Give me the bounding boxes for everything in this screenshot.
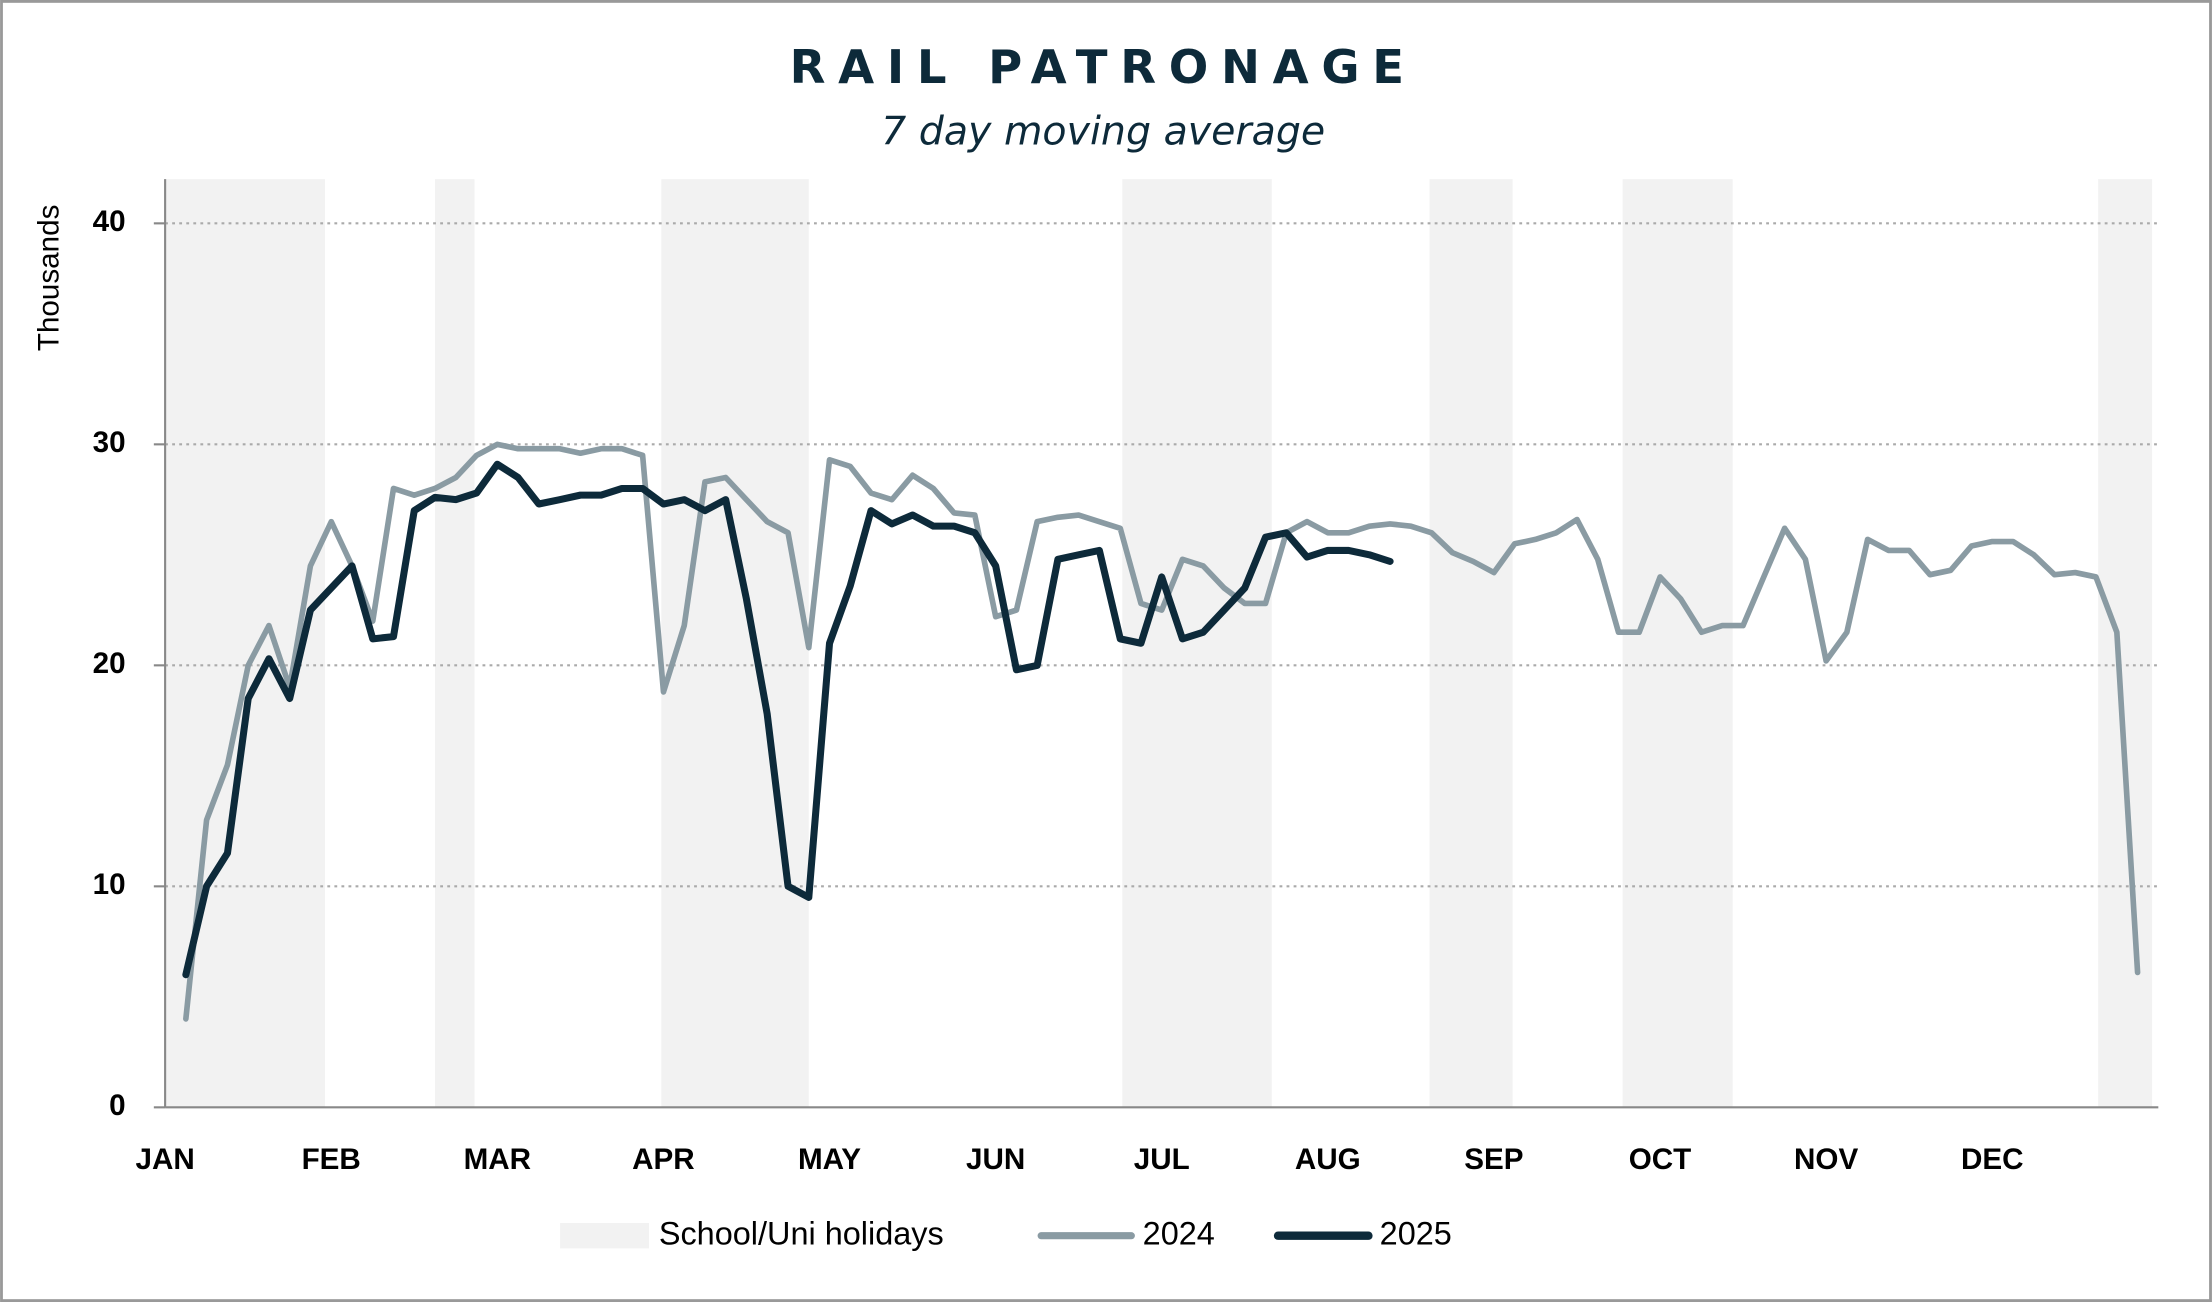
holiday-band [2098,179,2153,1108]
y-tick-label: 0 [109,1089,125,1122]
series-line [183,441,2141,1022]
x-tick-label: MAR [464,1143,531,1176]
x-tick-label: OCT [1629,1143,1692,1176]
legend-label: 2024 [1143,1215,1215,1251]
holiday-band [1622,179,1733,1108]
x-tick-label: JUL [1134,1143,1190,1176]
legend-label: School/Uni holidays [659,1215,944,1251]
x-tick-label: JUN [966,1143,1025,1176]
y-axis-title: Thousands [33,205,66,351]
chart-subtitle: 7 day moving average [881,109,1325,155]
y-tick-label: 30 [93,426,126,459]
series-line [182,460,1394,979]
holiday-band [661,179,809,1108]
x-tick-label: APR [632,1143,695,1176]
y-tick-label: 10 [93,868,126,901]
holiday-band [1122,179,1272,1108]
y-tick-label: 20 [93,647,126,680]
x-tick-label: DEC [1961,1143,2024,1176]
x-tick-label: MAY [798,1143,861,1176]
holiday-band [435,179,475,1108]
y-tick-label: 40 [93,205,126,238]
x-tick-label: FEB [302,1143,361,1176]
legend-label: 2025 [1380,1215,1452,1251]
x-tick-label: SEP [1464,1143,1523,1176]
legend-swatch [560,1223,649,1249]
chart-title: RAIL PATRONAGE [790,40,1417,94]
x-tick-label: NOV [1794,1143,1858,1176]
holiday-band [1429,179,1513,1108]
x-tick-label: JAN [136,1143,195,1176]
x-tick-label: AUG [1295,1143,1361,1176]
